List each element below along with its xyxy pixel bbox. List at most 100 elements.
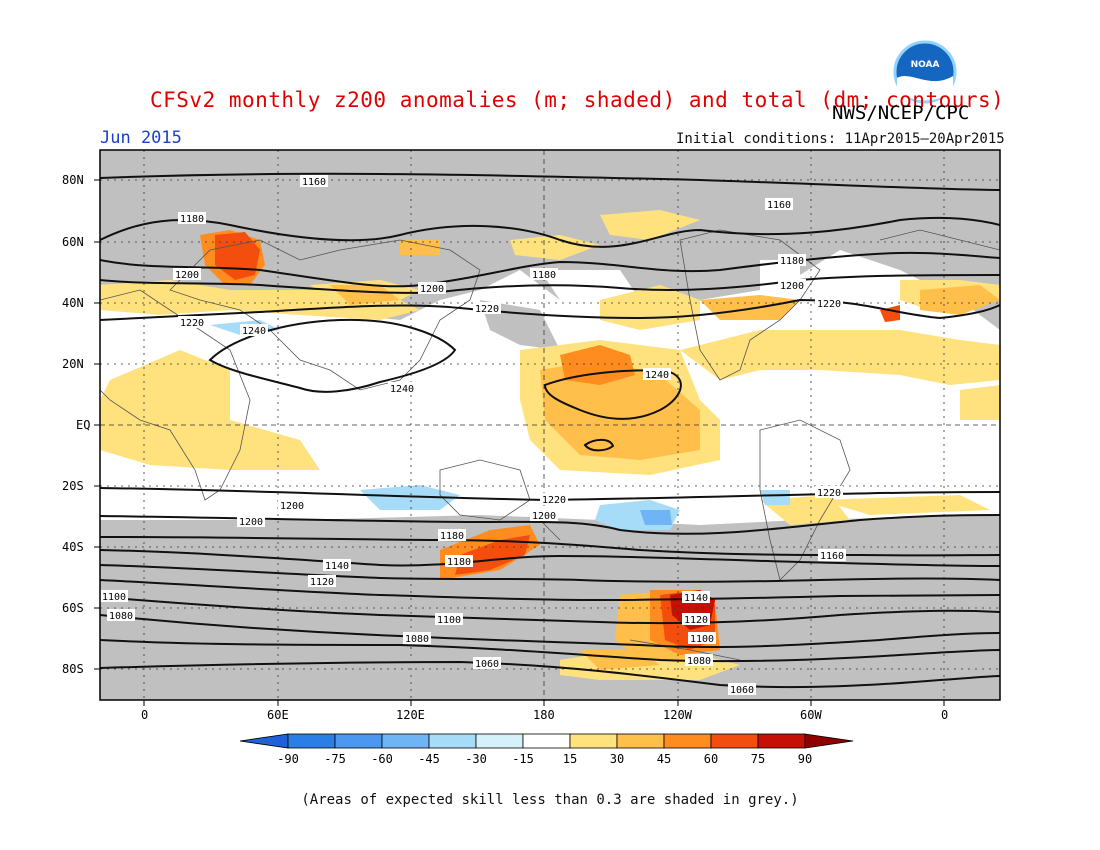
colorbar-tick-label: -60 [371, 752, 393, 766]
contour-label: 1180 [447, 557, 471, 568]
contour-label-3: 1180 [530, 268, 558, 281]
map-area: 1160 1160 1180 1180 1180 1200 1200 1200 … [100, 150, 1000, 700]
colorbar-tick-label: 15 [562, 752, 578, 766]
contour-label: 1140 [325, 561, 349, 572]
forecast-month: Jun 2015 [100, 128, 182, 148]
contour-label: 1220 [817, 299, 841, 310]
contour-label-26: 1100 [100, 590, 128, 603]
contour-label: 1220 [475, 304, 499, 315]
colorbar-swatch [475, 733, 524, 749]
colorbar-tick-label: -30 [465, 752, 487, 766]
contour-label: 1120 [310, 577, 334, 588]
colorbar [239, 733, 854, 749]
contour-label-30: 1080 [403, 632, 431, 645]
contour-label: 1060 [475, 659, 499, 670]
colorbar-swatch [569, 733, 618, 749]
contour-label-11: 1240 [240, 324, 268, 337]
contour-label-5: 1200 [173, 268, 201, 281]
graticule [100, 150, 1000, 700]
contour-label: 1200 [780, 281, 804, 292]
colorbar-swatch [287, 733, 336, 749]
contour-label-19: 1180 [438, 529, 466, 542]
lat-label: 60S [62, 601, 84, 615]
contour-label: 1160 [302, 177, 326, 188]
colorbar-tick-label: 45 [656, 752, 672, 766]
negative-anomaly-30 [640, 510, 672, 525]
colorbar-swatch [616, 733, 665, 749]
contour-label-12: 1240 [388, 382, 416, 395]
colorbar-swatch [522, 733, 571, 749]
contour-label: 1240 [242, 326, 266, 337]
colorbar-swatch [710, 733, 759, 749]
colorbar-tick-label: -45 [418, 752, 440, 766]
colorbar-arrow-right [804, 733, 854, 749]
contour-label-16: 1200 [278, 499, 306, 512]
noaa-logo-text: NOAA [911, 60, 940, 70]
contour-label-10: 1220 [815, 297, 843, 310]
contour-label-17: 1200 [237, 515, 265, 528]
contour-label: 1100 [690, 634, 714, 645]
contour-label-group: 1160 1160 1180 1180 1180 1200 1200 1200 … [100, 175, 846, 696]
contour-label: 1180 [780, 256, 804, 267]
contour-label-22: 1140 [323, 559, 351, 572]
contour-label-6: 1200 [418, 282, 446, 295]
lat-label: 40N [62, 296, 84, 310]
contour-label: 1060 [730, 685, 754, 696]
contour-label: 1180 [532, 270, 556, 281]
lon-label: 60E [267, 708, 289, 722]
contour-label-7: 1200 [778, 279, 806, 292]
agency-label: NWS/NCEP/CPC [832, 102, 970, 124]
colorbar-swatch [428, 733, 477, 749]
contour-label: 1220 [817, 488, 841, 499]
contour-label: 1200 [532, 511, 556, 522]
contour-label: 1080 [687, 656, 711, 667]
contour-label: 1080 [109, 611, 133, 622]
colorbar-tick-label: 30 [609, 752, 625, 766]
lat-label: 80N [62, 173, 84, 187]
contour-label-32: 1060 [473, 657, 501, 670]
contour-label: 1240 [645, 370, 669, 381]
colorbar-tick-label: 60 [703, 752, 719, 766]
lon-label: 120E [396, 708, 425, 722]
colorbar-swatch [757, 733, 806, 749]
contour-label-13: 1240 [643, 368, 671, 381]
contour-label-24: 1120 [308, 575, 336, 588]
lat-label: 80S [62, 662, 84, 676]
contour-label: 1180 [440, 531, 464, 542]
colorbar-tick-label: -15 [512, 752, 534, 766]
contour-label: 1200 [280, 501, 304, 512]
colorbar-arrow-left [239, 733, 289, 749]
contour-label: 1220 [542, 495, 566, 506]
contour-label-20: 1180 [445, 555, 473, 568]
contour-label-21: 1160 [818, 549, 846, 562]
contour-label-23: 1140 [682, 591, 710, 604]
height-contours [100, 172, 1000, 689]
contour-label: 1080 [405, 634, 429, 645]
contour-label-27: 1100 [435, 613, 463, 626]
colorbar-tick-label: 90 [797, 752, 813, 766]
contour-label: 1160 [767, 200, 791, 211]
lon-label: 0 [141, 708, 149, 722]
contour-label: 1240 [390, 384, 414, 395]
contour-label-9: 1220 [473, 302, 501, 315]
contour-label-29: 1080 [107, 609, 135, 622]
initial-conditions: Initial conditions: 11Apr2015–20Apr2015 [676, 131, 1005, 147]
contour-label-8: 1220 [178, 316, 206, 329]
figure-title: CFSv2 monthly z200 anomalies (m; shaded)… [150, 88, 1005, 112]
contour-label-4: 1180 [778, 254, 806, 267]
contour-label-1: 1160 [765, 198, 793, 211]
colorbar-swatch [334, 733, 383, 749]
contour-label-33: 1060 [728, 683, 756, 696]
contour-label: 1200 [239, 517, 263, 528]
contour-label-25: 1120 [682, 613, 710, 626]
colorbar-tick-label: -75 [324, 752, 346, 766]
axis-ticks [94, 179, 945, 706]
noaa-logo: NOAA [893, 40, 957, 104]
contour-label: 1180 [180, 214, 204, 225]
contour-label-15: 1220 [815, 486, 843, 499]
contour-label-31: 1080 [685, 654, 713, 667]
contour-label: 1160 [820, 551, 844, 562]
contour-label: 1100 [437, 615, 461, 626]
lat-label: EQ [76, 418, 91, 432]
